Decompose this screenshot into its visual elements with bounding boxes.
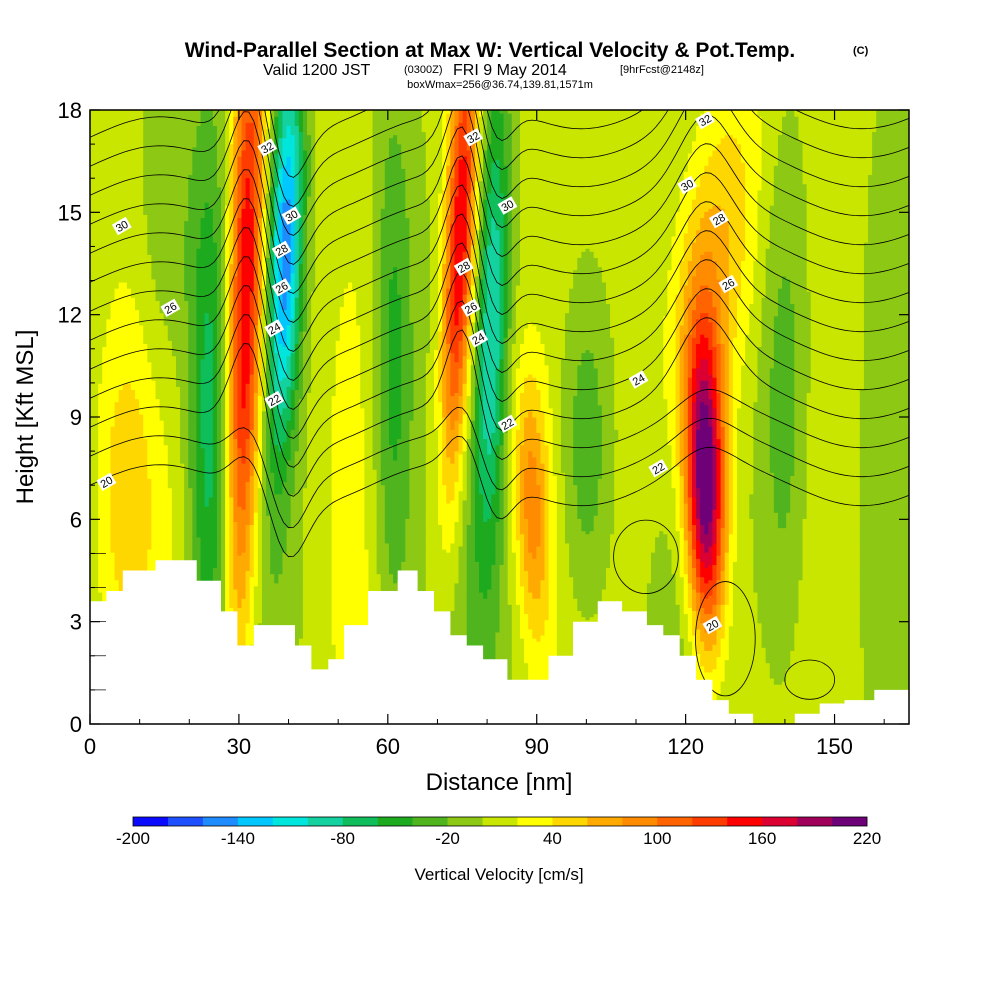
subtitle-forecast: [9hrFcst@2148z] xyxy=(620,64,704,76)
subtitle-valid-time: Valid 1200 JST xyxy=(263,62,371,79)
title-copyright-mark: (C) xyxy=(853,45,869,57)
chart-title: Wind-Parallel Section at Max W: Vertical… xyxy=(185,39,796,62)
vertical-section-chart: Wind-Parallel Section at Max W: Vertical… xyxy=(0,0,1000,1000)
subtitle-date: FRI 9 May 2014 xyxy=(453,62,567,79)
subtitle-boxwmax: boxWmax=256@36.74,139.81,1571m xyxy=(407,79,593,91)
subtitle-utc-time: (0300Z) xyxy=(404,64,443,76)
